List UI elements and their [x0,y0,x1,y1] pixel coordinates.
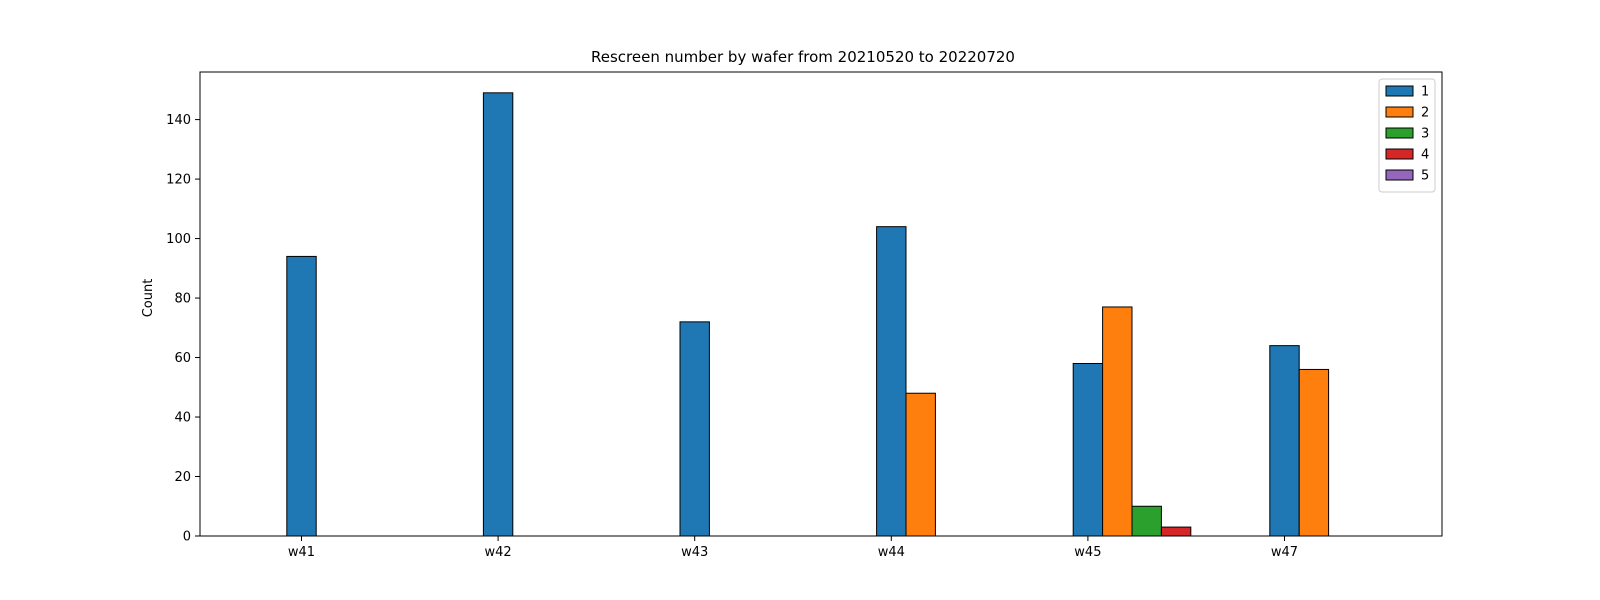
bar-w47-series-1 [1269,345,1300,537]
bar-w43-series-1 [679,321,710,537]
x-tick-label: w47 [1271,545,1298,560]
bar-w45-series-1 [1072,362,1104,537]
bar-w44-series-2 [905,392,936,537]
y-tick-label: 100 [166,232,191,247]
x-tick-label: w44 [878,545,905,560]
legend-swatch-3 [1385,127,1414,139]
plot-frame [199,71,1443,537]
legend-label-4: 4 [1421,148,1429,163]
y-axis-label: Count [141,279,156,318]
y-tick-label: 140 [166,113,191,128]
chart-title: Rescreen number by wafer from 20210520 t… [591,48,1015,66]
legend-label-1: 1 [1421,85,1429,100]
y-tick-label: 80 [174,292,191,307]
bar-w41-series-1 [286,255,317,537]
bar-w45-series-3 [1131,505,1162,537]
y-axis-ticks: 0 20 40 60 80 100 120 140 [166,113,200,545]
x-tick-label: w42 [485,545,512,560]
x-tick-label: w43 [681,545,708,560]
bar-w45-series-4 [1160,526,1192,537]
bar-w45-series-2 [1102,306,1133,537]
legend-swatch-4 [1385,148,1414,160]
legend-swatch-5 [1385,169,1414,181]
y-tick-label: 120 [166,173,191,188]
legend-swatch-2 [1385,106,1414,118]
x-tick-label: w45 [1074,545,1101,560]
bar-w44-series-1 [876,226,907,537]
legend-label-5: 5 [1421,169,1429,184]
bar-w47-series-2 [1298,368,1330,537]
y-tick-label: 20 [174,470,191,485]
y-tick-label: 40 [174,411,191,426]
legend-label-3: 3 [1421,127,1429,142]
x-axis-ticks: w41 w42 w43 w44 w45 w47 [288,536,1298,560]
x-tick-label: w41 [288,545,315,560]
y-tick-label: 60 [174,351,191,366]
legend-swatch-1 [1385,85,1414,97]
bar-w42-series-1 [482,92,514,537]
y-tick-label: 0 [183,530,191,545]
bars-group [286,92,1330,537]
legend: 1 2 3 4 5 [1378,78,1436,193]
legend-label-2: 2 [1421,106,1429,121]
